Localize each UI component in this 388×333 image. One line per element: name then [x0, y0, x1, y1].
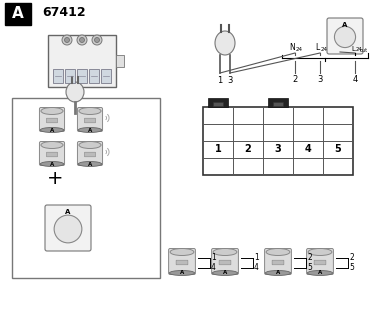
FancyBboxPatch shape: [85, 118, 95, 123]
FancyBboxPatch shape: [40, 142, 64, 166]
Text: A: A: [12, 7, 24, 22]
FancyBboxPatch shape: [85, 152, 95, 157]
Text: out: out: [360, 49, 368, 54]
Text: A: A: [180, 270, 184, 275]
FancyBboxPatch shape: [78, 142, 102, 166]
Ellipse shape: [40, 128, 64, 133]
Text: 1: 1: [215, 145, 222, 155]
Text: 1: 1: [217, 76, 223, 85]
Ellipse shape: [212, 270, 237, 275]
Text: L: L: [316, 43, 320, 52]
Circle shape: [334, 26, 355, 48]
Text: A: A: [342, 22, 348, 28]
Text: A: A: [318, 270, 322, 275]
Text: 2: 2: [307, 253, 312, 262]
Circle shape: [95, 38, 99, 43]
FancyBboxPatch shape: [272, 260, 284, 265]
Text: 5: 5: [307, 263, 312, 272]
Text: 2: 2: [349, 253, 354, 262]
FancyBboxPatch shape: [47, 118, 57, 123]
FancyBboxPatch shape: [219, 260, 231, 265]
Bar: [89, 69, 99, 83]
Text: 4: 4: [305, 145, 312, 155]
Bar: [12, 98, 160, 278]
Text: A: A: [50, 128, 54, 133]
Ellipse shape: [170, 248, 194, 255]
Text: A: A: [276, 270, 280, 275]
Ellipse shape: [215, 31, 235, 55]
Ellipse shape: [266, 248, 290, 255]
Text: 1: 1: [254, 253, 259, 262]
Circle shape: [80, 38, 85, 43]
Ellipse shape: [265, 270, 291, 275]
Text: 3: 3: [275, 145, 281, 155]
Text: +: +: [47, 168, 63, 187]
Text: 1: 1: [211, 253, 216, 262]
Text: A: A: [50, 162, 54, 166]
Ellipse shape: [66, 82, 84, 102]
Bar: [116, 55, 124, 67]
Text: 4: 4: [211, 263, 216, 272]
Text: A: A: [88, 128, 92, 133]
Text: 5: 5: [349, 263, 354, 272]
Text: 3: 3: [227, 76, 233, 85]
FancyBboxPatch shape: [169, 248, 196, 274]
Circle shape: [92, 35, 102, 45]
Ellipse shape: [170, 270, 195, 275]
Text: A: A: [88, 162, 92, 166]
Bar: [203, 107, 353, 175]
FancyBboxPatch shape: [78, 108, 102, 132]
Ellipse shape: [213, 248, 237, 255]
Bar: [65, 69, 75, 83]
Ellipse shape: [41, 108, 63, 115]
FancyBboxPatch shape: [45, 205, 91, 251]
Bar: [208, 98, 228, 107]
Ellipse shape: [40, 162, 64, 166]
Ellipse shape: [41, 142, 63, 149]
FancyBboxPatch shape: [327, 18, 363, 54]
Text: 2: 2: [244, 145, 251, 155]
Circle shape: [77, 35, 87, 45]
Ellipse shape: [308, 248, 332, 255]
FancyBboxPatch shape: [211, 248, 238, 274]
Text: 4: 4: [254, 263, 259, 272]
Text: 24: 24: [355, 47, 362, 52]
Bar: [101, 69, 111, 83]
Ellipse shape: [78, 128, 102, 133]
Text: N: N: [289, 43, 295, 52]
Bar: [273, 102, 283, 106]
Bar: [53, 69, 63, 83]
Circle shape: [64, 38, 69, 43]
Text: L: L: [351, 46, 355, 52]
Text: 2: 2: [293, 75, 298, 84]
FancyBboxPatch shape: [314, 260, 326, 265]
Bar: [268, 98, 288, 107]
Ellipse shape: [307, 270, 333, 275]
Circle shape: [62, 35, 72, 45]
Ellipse shape: [79, 108, 101, 115]
Text: 24: 24: [320, 47, 327, 52]
Text: A: A: [65, 209, 71, 215]
Text: 67412: 67412: [42, 7, 86, 20]
Circle shape: [54, 215, 82, 243]
FancyBboxPatch shape: [176, 260, 188, 265]
Bar: [5, 3, 31, 25]
Text: A: A: [223, 270, 227, 275]
Text: 24: 24: [296, 47, 303, 52]
Ellipse shape: [79, 142, 101, 149]
FancyBboxPatch shape: [47, 152, 57, 157]
FancyBboxPatch shape: [265, 248, 291, 274]
Bar: [77, 69, 87, 83]
Bar: [48, 35, 116, 87]
Bar: [213, 102, 223, 106]
Ellipse shape: [78, 162, 102, 166]
FancyBboxPatch shape: [40, 108, 64, 132]
FancyBboxPatch shape: [307, 248, 333, 274]
Text: 5: 5: [334, 145, 341, 155]
Text: 4: 4: [352, 75, 358, 84]
Text: 3: 3: [317, 75, 323, 84]
